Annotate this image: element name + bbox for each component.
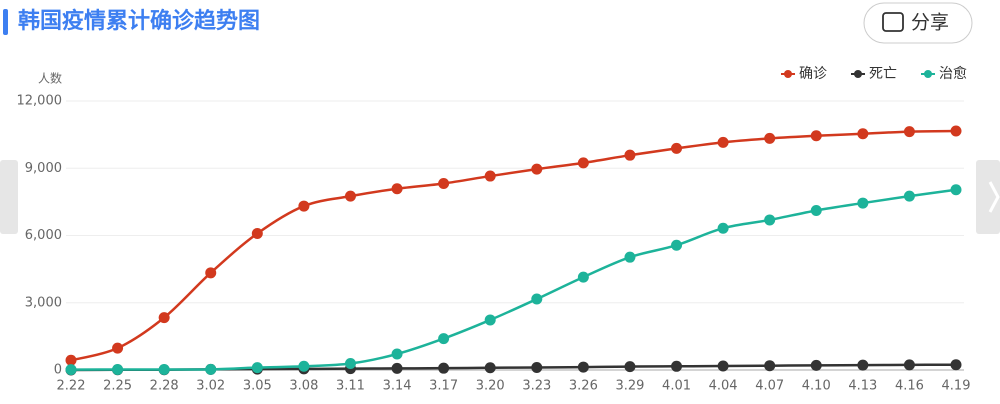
x-tick-label: 3.02 xyxy=(196,379,225,394)
share-button[interactable]: 分享 xyxy=(863,2,973,44)
legend-dot xyxy=(854,70,862,78)
point xyxy=(857,128,869,140)
legend-label: 治愈 xyxy=(939,66,967,82)
point xyxy=(671,239,683,251)
point xyxy=(391,348,403,360)
point xyxy=(903,359,915,371)
y-axis-label: 人数 xyxy=(38,71,62,86)
point xyxy=(857,359,869,371)
point xyxy=(484,362,496,374)
point xyxy=(577,157,589,169)
point xyxy=(764,132,776,144)
point xyxy=(671,360,683,372)
x-tick-label: 4.16 xyxy=(895,379,924,394)
y-tick-label: 9,000 xyxy=(25,161,62,176)
x-tick-label: 3.23 xyxy=(522,379,551,394)
point xyxy=(717,222,729,234)
point xyxy=(251,228,263,240)
legend-label: 确诊 xyxy=(799,66,827,82)
point xyxy=(577,361,589,373)
point xyxy=(717,360,729,372)
point xyxy=(112,342,124,354)
y-tick-label: 12,000 xyxy=(17,94,63,109)
y-tick-label: 0 xyxy=(54,363,62,378)
point xyxy=(624,149,636,161)
legend-label: 死亡 xyxy=(869,66,897,82)
point xyxy=(298,200,310,212)
next-arrow-icon xyxy=(988,181,1000,213)
point xyxy=(65,354,77,366)
x-tick-label: 2.22 xyxy=(57,379,86,394)
point xyxy=(391,183,403,195)
point xyxy=(624,361,636,373)
x-tick-label: 3.17 xyxy=(429,379,458,394)
point xyxy=(344,358,356,370)
point xyxy=(158,364,170,376)
next-arrow[interactable] xyxy=(976,160,1000,234)
point xyxy=(438,333,450,345)
point xyxy=(205,267,217,279)
point xyxy=(950,359,962,371)
point xyxy=(531,362,543,374)
point xyxy=(438,177,450,189)
x-tick-label: 3.20 xyxy=(476,379,505,394)
point xyxy=(857,197,869,209)
point xyxy=(717,136,729,148)
point xyxy=(903,126,915,138)
point xyxy=(158,312,170,324)
y-tick-label: 3,000 xyxy=(25,295,62,310)
x-tick-label: 4.13 xyxy=(848,379,877,394)
x-tick-label: 3.26 xyxy=(569,379,598,394)
share-icon xyxy=(882,12,904,32)
x-tick-label: 4.10 xyxy=(802,379,831,394)
point xyxy=(577,271,589,283)
point xyxy=(810,204,822,216)
title-bar xyxy=(3,9,8,35)
x-tick-label: 4.01 xyxy=(662,379,691,394)
point xyxy=(484,314,496,326)
x-tick-label: 2.25 xyxy=(103,379,132,394)
share-label[interactable]: 分享 xyxy=(911,12,949,34)
x-tick-label: 4.04 xyxy=(709,379,738,394)
x-tick-label: 4.19 xyxy=(942,379,971,394)
point xyxy=(764,360,776,372)
point xyxy=(624,251,636,263)
point xyxy=(810,359,822,371)
x-tick-label: 3.08 xyxy=(289,379,318,394)
point xyxy=(65,364,77,376)
x-tick-label: 3.11 xyxy=(336,379,365,394)
point xyxy=(298,360,310,372)
point xyxy=(810,130,822,142)
legend-dot xyxy=(924,70,932,78)
x-tick-label: 2.28 xyxy=(150,379,179,394)
y-tick-label: 6,000 xyxy=(25,228,62,243)
point xyxy=(671,142,683,154)
point xyxy=(251,362,263,374)
point xyxy=(903,190,915,202)
legend-dot xyxy=(784,70,792,78)
point xyxy=(484,170,496,182)
point xyxy=(438,362,450,374)
point xyxy=(950,125,962,137)
point xyxy=(764,214,776,226)
point xyxy=(344,190,356,202)
x-tick-label: 3.14 xyxy=(383,379,412,394)
x-tick-label: 3.29 xyxy=(615,379,644,394)
point xyxy=(950,184,962,196)
x-tick-label: 3.05 xyxy=(243,379,272,394)
prev-arrow[interactable] xyxy=(0,160,18,234)
point xyxy=(531,293,543,305)
point xyxy=(391,362,403,374)
point xyxy=(531,163,543,175)
chart-title: 韩国疫情累计确诊趋势图 xyxy=(18,8,260,34)
point xyxy=(112,364,124,376)
point xyxy=(205,363,217,375)
x-tick-label: 4.07 xyxy=(755,379,784,394)
